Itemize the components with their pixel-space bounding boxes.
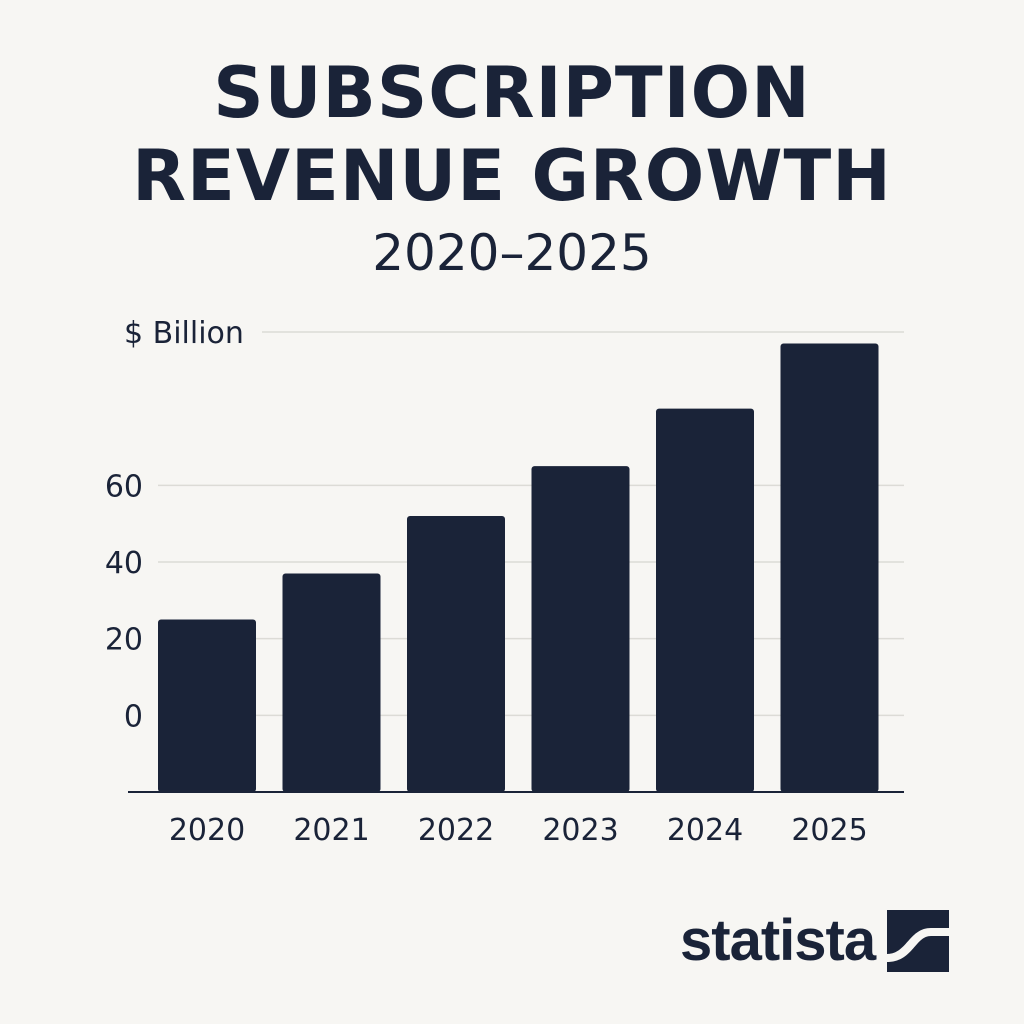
chart-title-line-2: REVENUE GROWTH: [132, 135, 892, 217]
bar-2023: [531, 466, 630, 792]
statista-logo: statista: [680, 908, 950, 973]
y-tick-label-0: 0: [124, 699, 143, 734]
bar-2024: [656, 408, 754, 792]
bar-2025: [780, 343, 879, 792]
chart-title-line-1: SUBSCRIPTION: [213, 52, 811, 134]
bar-2021: [282, 573, 381, 792]
x-tick-label-2020: 2020: [169, 813, 245, 848]
tick-labels: $ Billion 0 20 40 60 2020 2021 2022 2023 2024 2025: [105, 316, 868, 848]
bar-2022: [407, 516, 505, 792]
statista-logo-icon: [887, 910, 950, 972]
x-tick-label-2021: 2021: [293, 813, 369, 848]
y-tick-label-40: 40: [105, 546, 143, 581]
brand-name: statista: [680, 908, 876, 973]
x-tick-label-2025: 2025: [791, 813, 867, 848]
bar-2020: [158, 619, 256, 792]
y-tick-label-60: 60: [105, 469, 143, 504]
gridlines: [158, 331, 904, 717]
x-tick-label-2024: 2024: [667, 813, 743, 848]
y-axis-unit-label: $ Billion: [124, 316, 244, 351]
bars: [158, 343, 879, 792]
x-tick-label-2023: 2023: [542, 813, 618, 848]
y-tick-label-20: 20: [105, 623, 143, 658]
x-tick-label-2022: 2022: [418, 813, 494, 848]
chart-subtitle: 2020–2025: [372, 224, 652, 282]
